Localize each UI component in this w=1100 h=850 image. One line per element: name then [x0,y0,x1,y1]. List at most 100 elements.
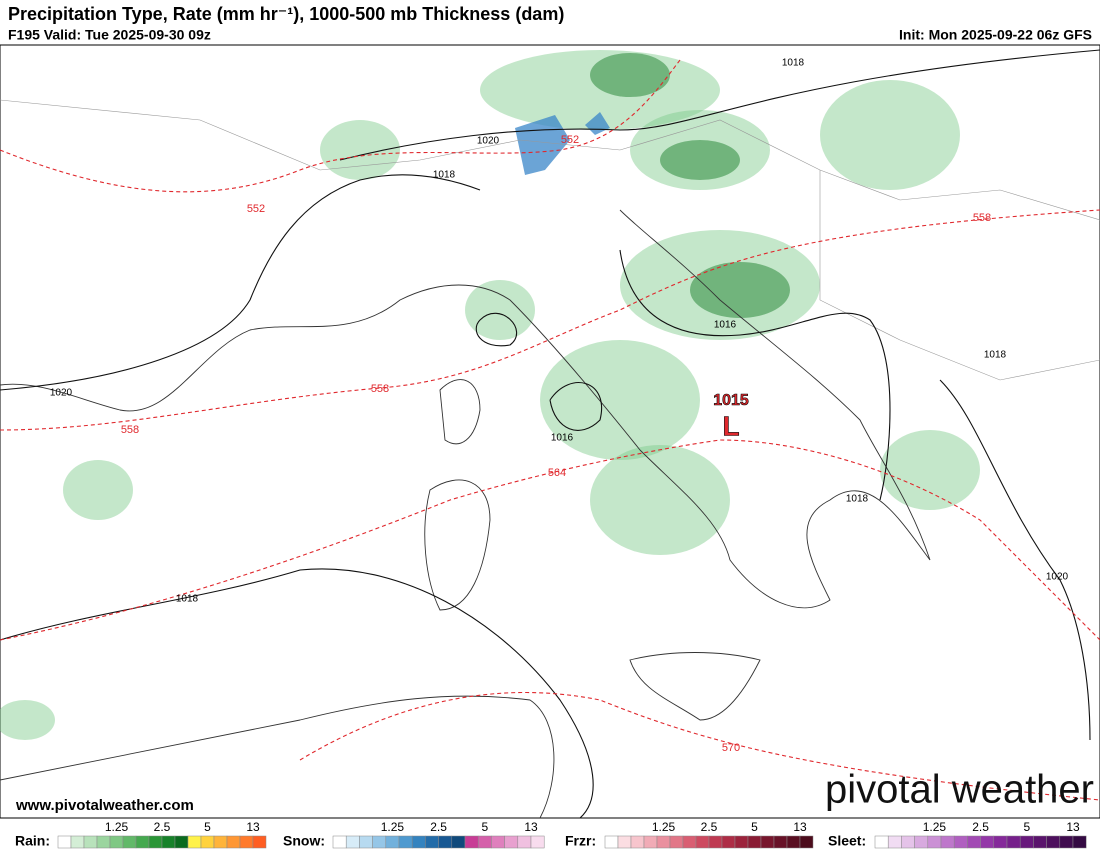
legend-swatch [656,835,671,849]
legend-swatch [491,835,505,849]
legend-swatch [1072,835,1087,849]
legend-swatch [914,835,929,849]
legend-tick: 5 [751,820,758,834]
legend-swatch [760,835,775,849]
legend-swatch [786,835,801,849]
thickness-label: 558 [371,383,389,395]
legend-swatch [187,835,202,849]
legend-swatch [332,835,347,849]
map: 1018 1020 1018 1016 1018 1020 1016 1018 … [0,44,1100,819]
legend-swatch [927,835,942,849]
thickness-lines [0,59,1100,801]
legend: Rain: 1.25 2.5 5 13 Snow: 1.25 2.5 5 13 Frzr: 1.25 2… [15,820,1087,849]
legend-swatch [411,835,426,849]
legend-swatch [57,835,72,849]
website: www.pivotalweather.com [15,797,194,814]
legend-swatch [96,835,111,849]
legend-swatch [200,835,215,849]
legend-swatch [70,835,85,849]
low-symbol: L [722,410,739,441]
legend-swatch [83,835,98,849]
legend-tick: 2.5 [972,820,989,834]
legend-swatch [682,835,697,849]
legend-swatch [734,835,749,849]
legend-tick: 1.25 [105,820,129,834]
legend-tick: 13 [524,820,538,834]
legend-swatch [504,835,519,849]
low-pressure: 1015 [713,392,749,409]
isobars [0,49,1100,819]
legend-swatch [874,835,889,849]
legend-tick: 1.25 [652,820,676,834]
valid-time: F195 Valid: Tue 2025-09-30 09z [8,27,211,43]
legend-swatch [1006,835,1021,849]
legend-tick: 2.5 [430,820,447,834]
legend-swatch [980,835,995,849]
legend-swatch [695,835,710,849]
legend-swatch [617,835,632,849]
isobar-label: 1018 [984,350,1007,361]
legend-label: Sleet: [828,833,866,849]
thickness-label: 552 [561,134,579,146]
title: Precipitation Type, Rate (mm hr⁻¹), 1000… [8,4,564,24]
legend-tick: 5 [1023,820,1030,834]
legend-swatch [174,835,189,849]
legend-swatch [425,835,439,849]
isobar-label: 1018 [782,58,805,69]
legend-swatch [359,835,373,849]
legend-tick: 13 [1066,820,1080,834]
legend-swatch [1046,835,1061,849]
legend-swatch [239,835,254,849]
legend-swatch [135,835,150,849]
legend-swatch [438,835,453,849]
legend-swatch [604,835,619,849]
isobar-label: 1016 [714,320,737,331]
legend-swatch [630,835,645,849]
thickness-label: 552 [247,203,265,215]
legend-swatch [517,835,532,849]
isobar-label: 1020 [1046,572,1069,583]
legend-swatch [940,835,955,849]
isobar-label: 1020 [50,388,73,399]
legend-swatch [345,835,360,849]
coastlines [0,99,1100,819]
isobar-label: 1018 [433,170,456,181]
legend-swatch [708,835,723,849]
logo: pivotal weather [825,768,1094,812]
legend-swatch [953,835,968,849]
legend-swatch [122,835,137,849]
legend-swatch [372,835,387,849]
thickness-label: 558 [973,212,991,224]
legend-tick: 13 [246,820,260,834]
legend-swatch [1019,835,1034,849]
legend-label: Rain: [15,833,50,849]
legend-swatch [799,835,814,849]
legend-swatch [226,835,241,849]
legend-swatch [773,835,788,849]
legend-swatch [669,835,684,849]
legend-swatch [451,835,466,849]
isobar-label: 1020 [477,136,500,147]
legend-swatch [643,835,658,849]
legend-swatch [887,835,902,849]
thickness-label: 570 [722,742,740,754]
map-labels: 1018 1020 1018 1016 1018 1020 1016 1018 … [50,58,1069,754]
legend-swatch [252,835,267,849]
legend-swatch [530,835,545,849]
isobar-label: 1018 [176,594,199,605]
thickness-label: 558 [121,424,139,436]
legend-tick: 1.25 [381,820,405,834]
legend-swatch [464,835,479,849]
thickness-label: 564 [548,467,566,479]
legend-swatch [109,835,124,849]
legend-tick: 5 [204,820,211,834]
legend-tick: 2.5 [701,820,718,834]
legend-swatch [993,835,1008,849]
legend-swatch [385,835,400,849]
legend-label: Snow: [283,833,325,849]
legend-swatch [477,835,492,849]
legend-swatch [721,835,736,849]
isobar-label: 1018 [846,494,869,505]
